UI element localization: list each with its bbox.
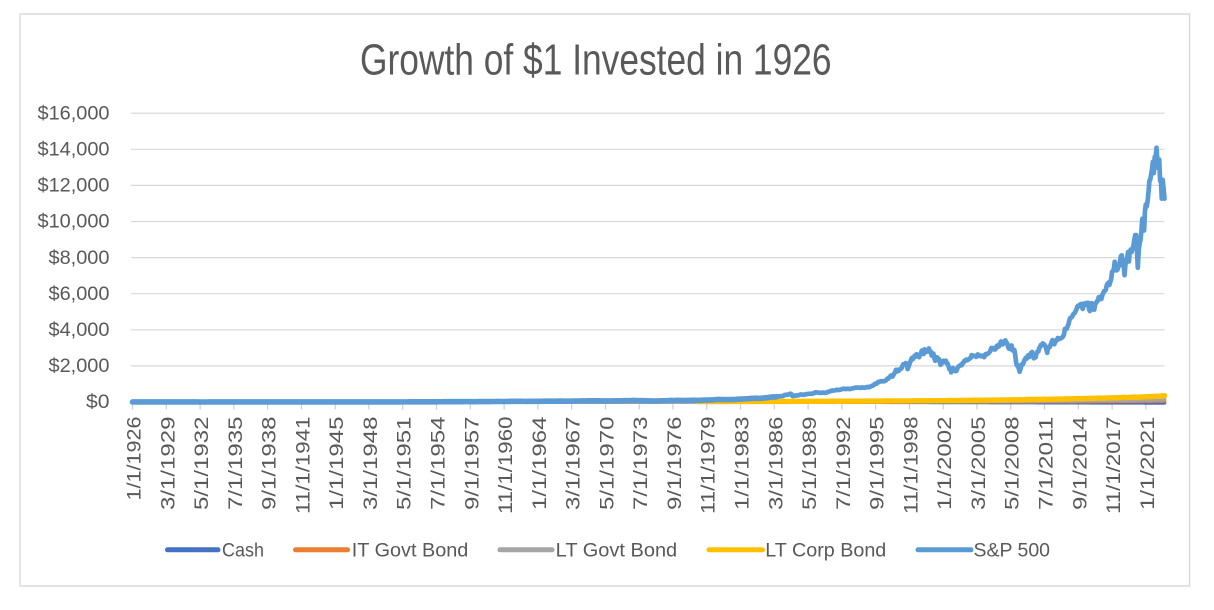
svg-text:9/1/2014: 9/1/2014	[1070, 416, 1091, 510]
svg-text:7/1/1935: 7/1/1935	[226, 417, 247, 511]
svg-text:11/1/1979: 11/1/1979	[699, 417, 720, 515]
svg-text:5/1/1970: 5/1/1970	[597, 417, 618, 511]
svg-text:$8,000: $8,000	[49, 248, 110, 269]
svg-text:LT Govt Bond: LT Govt Bond	[556, 540, 678, 561]
svg-text:7/1/1954: 7/1/1954	[429, 416, 450, 510]
svg-text:11/1/1998: 11/1/1998	[901, 417, 922, 515]
svg-text:11/1/1960: 11/1/1960	[496, 417, 517, 515]
svg-text:3/1/1986: 3/1/1986	[766, 417, 787, 511]
svg-text:9/1/1976: 9/1/1976	[665, 417, 686, 511]
svg-text:5/1/1989: 5/1/1989	[800, 417, 821, 511]
svg-text:5/1/1951: 5/1/1951	[395, 417, 416, 511]
svg-text:3/1/1948: 3/1/1948	[361, 417, 382, 511]
svg-text:1/1/2021: 1/1/2021	[1138, 417, 1159, 511]
svg-text:$12,000: $12,000	[38, 176, 110, 197]
svg-text:11/1/2017: 11/1/2017	[1104, 417, 1125, 515]
svg-text:S&P 500: S&P 500	[974, 540, 1051, 561]
svg-text:7/1/1973: 7/1/1973	[631, 417, 652, 511]
svg-text:$14,000: $14,000	[38, 140, 110, 161]
svg-text:3/1/1967: 3/1/1967	[564, 417, 585, 511]
svg-text:1/1/1983: 1/1/1983	[733, 417, 754, 511]
svg-text:$10,000: $10,000	[38, 212, 110, 233]
svg-text:3/1/2005: 3/1/2005	[969, 417, 990, 511]
svg-text:5/1/1932: 5/1/1932	[192, 417, 213, 511]
svg-text:9/1/1938: 9/1/1938	[260, 417, 281, 511]
svg-text:9/1/1957: 9/1/1957	[462, 417, 483, 511]
svg-text:LT Corp Bond: LT Corp Bond	[765, 540, 886, 561]
svg-text:1/1/2002: 1/1/2002	[935, 417, 956, 511]
svg-text:1/1/1926: 1/1/1926	[125, 417, 146, 501]
svg-text:9/1/1995: 9/1/1995	[868, 417, 889, 511]
svg-text:1/1/1945: 1/1/1945	[327, 417, 348, 511]
svg-text:7/1/1992: 7/1/1992	[834, 417, 855, 511]
svg-text:$16,000: $16,000	[38, 103, 110, 124]
svg-text:5/1/2008: 5/1/2008	[1003, 417, 1024, 511]
svg-text:3/1/1929: 3/1/1929	[158, 417, 179, 511]
svg-text:IT Govt Bond: IT Govt Bond	[352, 540, 469, 561]
svg-text:$0: $0	[86, 392, 110, 413]
svg-text:Cash: Cash	[222, 540, 264, 561]
svg-text:11/1/1941: 11/1/1941	[293, 417, 314, 515]
svg-text:$2,000: $2,000	[49, 356, 110, 377]
svg-text:Growth of $1 Invested in 1926: Growth of $1 Invested in 1926	[360, 36, 832, 85]
svg-text:7/1/2011: 7/1/2011	[1037, 417, 1058, 511]
svg-text:$6,000: $6,000	[49, 284, 110, 305]
svg-text:$4,000: $4,000	[49, 320, 110, 341]
svg-text:1/1/1964: 1/1/1964	[530, 416, 551, 510]
